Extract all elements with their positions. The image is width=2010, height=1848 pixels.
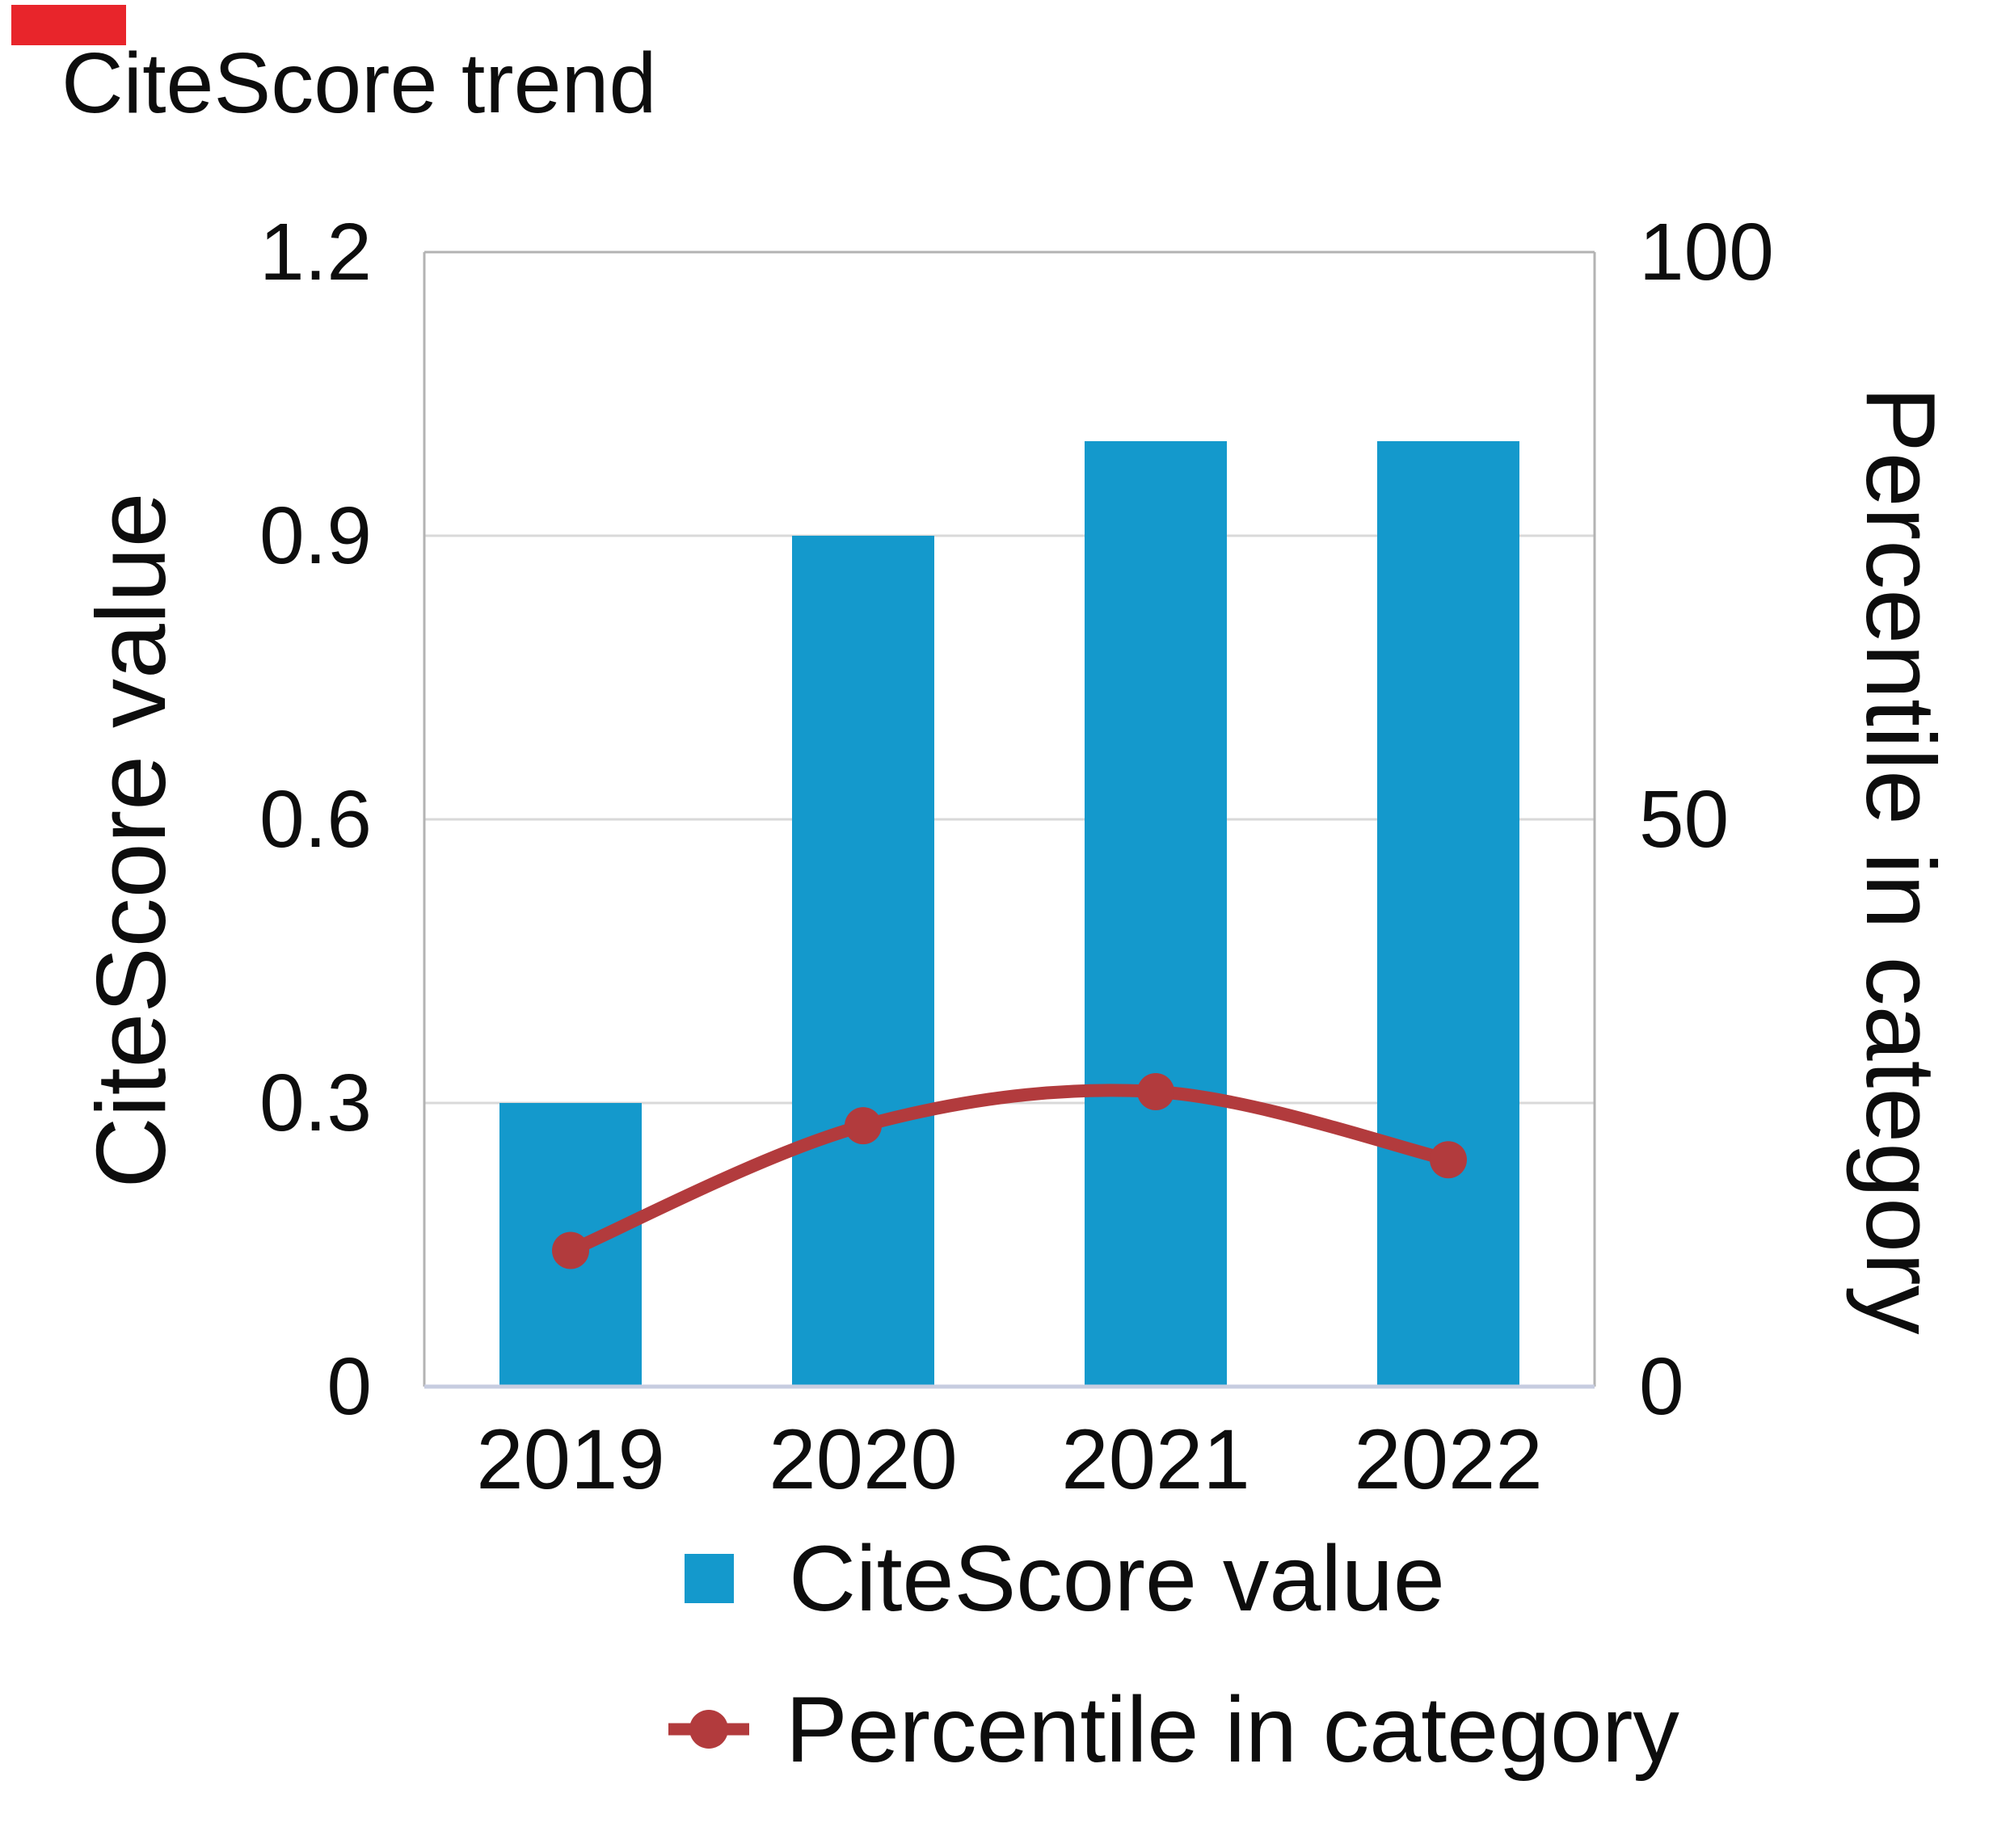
x-tick-label-2020: 2020: [769, 1412, 958, 1507]
right-tick-label: 100: [1639, 207, 1774, 297]
percentile-marker-2022: [1430, 1141, 1467, 1179]
bar-2022: [1377, 441, 1519, 1387]
bar-2021: [1085, 441, 1227, 1387]
percentile-marker-2021: [1137, 1072, 1174, 1110]
chart-title: CiteScore trend: [61, 36, 657, 131]
citescore-legend-swatch-icon: [685, 1554, 734, 1603]
left-tick-label: 1.2: [259, 207, 372, 297]
left-tick-label: 0.6: [259, 774, 372, 865]
red-corner-mark: [11, 5, 126, 45]
left-tick-label: 0.3: [259, 1058, 372, 1148]
right-tick-label: 50: [1639, 774, 1730, 865]
percentile-marker-2019: [552, 1231, 589, 1269]
x-tick-label-2019: 2019: [476, 1412, 665, 1507]
x-tick-label-2021: 2021: [1061, 1412, 1250, 1507]
percentile-legend-line-icon: [668, 1710, 749, 1749]
percentile-line: [567, 1084, 1450, 1257]
left-tick-label: 0: [327, 1341, 372, 1432]
bar-2020: [792, 536, 934, 1387]
citescore-legend-label: CiteScore value: [789, 1527, 1445, 1631]
left-tick-label: 0.9: [259, 490, 372, 581]
percentile-legend-label: Percentile in category: [786, 1678, 1679, 1782]
x-tick-label-2022: 2022: [1354, 1412, 1543, 1507]
right-tick-label: 0: [1639, 1341, 1684, 1432]
percentile-marker-2020: [845, 1107, 882, 1145]
